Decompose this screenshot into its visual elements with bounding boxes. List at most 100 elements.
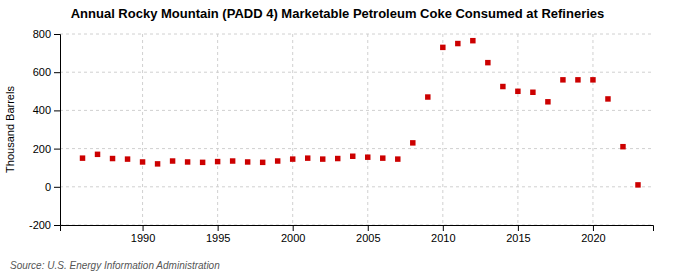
chart-svg: 1990 1995 2000 2005 2010 2015 2020 -200 0 200 400 6… — [0, 0, 675, 275]
x-tick-mark — [593, 225, 594, 231]
x-tick: 1995 — [206, 225, 230, 244]
point — [485, 60, 490, 65]
point — [230, 158, 235, 163]
plot-area — [80, 38, 641, 188]
x-tick-mark — [443, 225, 444, 231]
point — [245, 159, 250, 164]
y-axis-line — [54, 35, 61, 226]
point — [530, 90, 535, 95]
point — [470, 38, 475, 43]
point — [440, 45, 445, 50]
y-tick-label: 0 — [45, 181, 51, 193]
x-tick: 2010 — [431, 225, 455, 244]
x-tick-mark — [218, 225, 219, 231]
point — [260, 160, 265, 165]
point — [410, 140, 415, 145]
y-tick: 0 — [45, 181, 60, 193]
point — [590, 77, 595, 82]
point — [350, 154, 355, 159]
chart-container: 1990 1995 2000 2005 2010 2015 2020 -200 0 200 400 6… — [0, 0, 675, 275]
point — [170, 158, 175, 163]
point — [560, 77, 565, 82]
x-tick-label: 1990 — [131, 232, 155, 244]
x-grid-line — [142, 34, 143, 225]
y-grid-line — [60, 72, 653, 73]
y-tick-mark — [54, 110, 60, 111]
y-tick: 400 — [33, 104, 60, 116]
point — [395, 156, 400, 161]
x-grid-line — [292, 34, 293, 225]
point — [545, 99, 550, 104]
x-tick-mark — [368, 225, 369, 231]
point — [125, 156, 130, 161]
y-grid-line — [60, 186, 653, 187]
point — [500, 84, 505, 89]
x-grid-line — [517, 34, 518, 225]
y-tick-label: 400 — [33, 104, 51, 116]
y-tick-label: 600 — [33, 66, 51, 78]
y-tick-mark — [54, 225, 60, 226]
point — [635, 182, 640, 187]
y-tick-mark — [54, 34, 60, 35]
point — [620, 144, 625, 149]
point — [200, 160, 205, 165]
y-tick-label: -200 — [29, 219, 51, 231]
point — [80, 155, 85, 160]
x-tick-label: 2020 — [581, 232, 605, 244]
point — [320, 156, 325, 161]
x-axis: 1990 1995 2000 2005 2010 2015 2020 — [61, 225, 654, 244]
point — [140, 159, 145, 164]
y-axis-title: Thousand Barrels — [4, 86, 16, 173]
point — [275, 158, 280, 163]
y-tick: 200 — [33, 143, 60, 155]
point — [425, 94, 430, 99]
point — [380, 155, 385, 160]
x-grid-line — [592, 34, 593, 225]
y-tick-mark — [54, 72, 60, 73]
x-tick: 2005 — [356, 225, 380, 244]
x-tick: 2020 — [581, 225, 605, 244]
y-tick: 800 — [33, 28, 60, 40]
x-tick-label: 2005 — [356, 232, 380, 244]
point — [515, 89, 520, 94]
x-tick-mark — [518, 225, 519, 231]
point — [605, 96, 610, 101]
x-tick: 2000 — [281, 225, 305, 244]
x-grid-line — [367, 34, 368, 225]
y-grid-line — [60, 148, 653, 149]
x-tick-mark — [143, 225, 144, 231]
x-tick-label: 1995 — [206, 232, 230, 244]
y-tick-mark — [54, 187, 60, 188]
point — [305, 155, 310, 160]
title: Annual Rocky Mountain (PADD 4) Marketabl… — [71, 6, 605, 21]
source: Source: U.S. Energy Information Administ… — [10, 260, 220, 271]
point — [95, 152, 100, 157]
y-grid-line — [60, 34, 653, 35]
x-tick-label: 2010 — [431, 232, 455, 244]
point — [110, 156, 115, 161]
point — [155, 161, 160, 166]
point — [365, 154, 370, 159]
point — [215, 159, 220, 164]
y-tick-label: 200 — [33, 143, 51, 155]
point — [290, 156, 295, 161]
point — [185, 159, 190, 164]
y-grid-line — [60, 110, 653, 111]
y-axis: -200 0 200 400 600 800 — [29, 28, 61, 231]
x-tick-label: 2015 — [506, 232, 530, 244]
point — [335, 156, 340, 161]
x-axis-line — [61, 226, 654, 232]
y-tick: -200 — [29, 219, 60, 231]
point — [455, 41, 460, 46]
grid — [60, 34, 653, 225]
x-tick: 1990 — [131, 225, 155, 244]
y-tick-label: 800 — [33, 28, 51, 40]
x-grid-line — [217, 34, 218, 225]
point — [575, 77, 580, 82]
x-tick-label: 2000 — [281, 232, 305, 244]
x-grid-line — [442, 34, 443, 225]
y-tick-mark — [54, 149, 60, 150]
x-tick-mark — [293, 225, 294, 231]
x-tick: 2015 — [506, 225, 530, 244]
y-tick: 600 — [33, 66, 60, 78]
